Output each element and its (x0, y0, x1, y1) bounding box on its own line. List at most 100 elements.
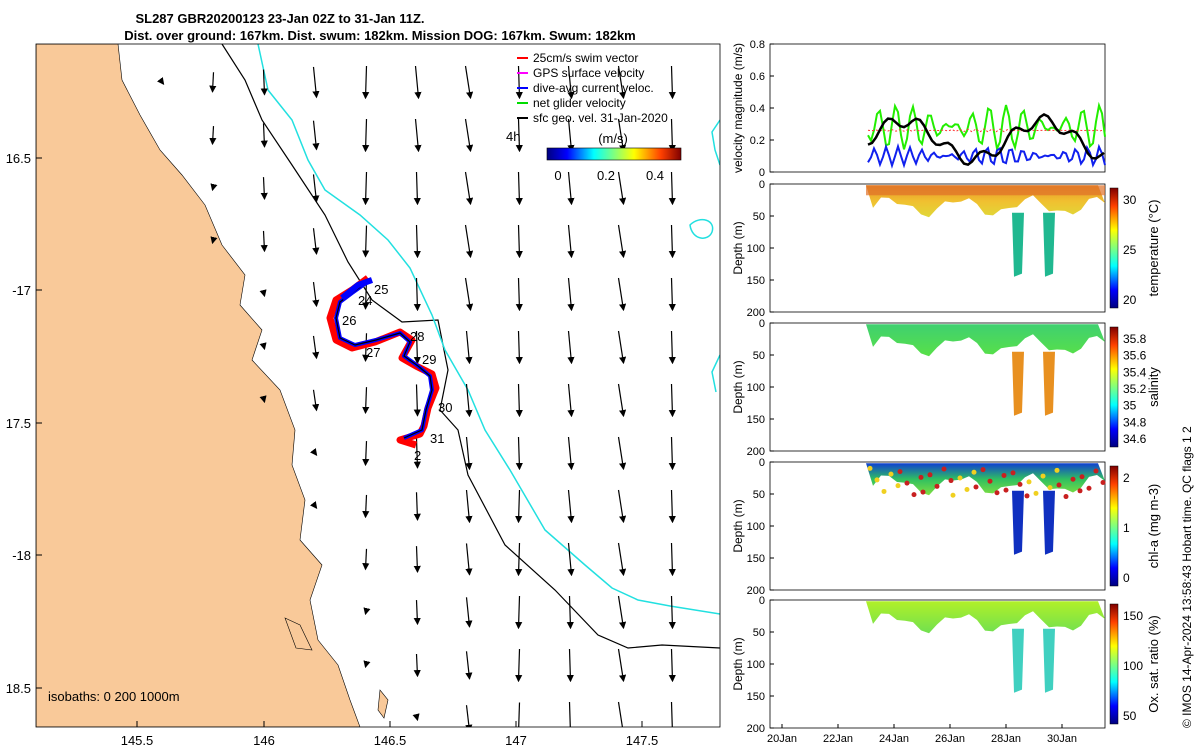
depth-tick: 50 (753, 350, 765, 362)
colorbar-tick: 35.2 (1123, 382, 1147, 396)
velocity-arrow (413, 384, 421, 417)
velocity-arrow (617, 330, 627, 365)
section-field (866, 324, 1105, 357)
velocity-arrow (668, 595, 676, 630)
velocity-ytick: 0.6 (750, 71, 765, 83)
velocity-arrow (362, 387, 370, 415)
colorbar-tick: 25 (1123, 243, 1137, 257)
day-label: 24 (358, 293, 372, 308)
velocity-arrow (312, 281, 320, 308)
chla-dot (1024, 493, 1030, 499)
velocity-arrow (464, 224, 474, 259)
velocity-arrow (515, 436, 523, 471)
geostrophic-velocity-arrows (157, 65, 676, 727)
velocity-arrow (465, 489, 473, 524)
chla-dot (1079, 474, 1085, 480)
salinity-label: salinity (1146, 367, 1161, 407)
depth-tick: 100 (747, 382, 765, 394)
depth-ylabel: Depth (m) (731, 221, 745, 274)
chla-dot (973, 484, 979, 490)
chla-dot (881, 488, 887, 494)
velocity-arrow (413, 492, 421, 521)
velocity-arrow (617, 436, 627, 471)
velocity-arrow (259, 395, 267, 404)
day-label: 2 (414, 448, 421, 463)
velocity-arrow (515, 65, 523, 100)
velocity-arrow (210, 236, 218, 245)
velocity-arrow (617, 383, 627, 418)
depth-ylabel: Depth (m) (731, 637, 745, 690)
latitude-ticks: 16.5 -17 17.5 -18 18.5 (6, 151, 42, 696)
velocity-arrow (515, 330, 523, 365)
velocity-arrow (465, 436, 473, 471)
colorbar-tick: 20 (1123, 293, 1137, 307)
velocity-arrow (464, 118, 474, 153)
deep-profile (1043, 351, 1055, 416)
velocity-arrow (362, 441, 370, 467)
speed-colorbar: (m/s) 0 0.2 0.4 (546, 131, 682, 183)
velocity-arrow (515, 383, 523, 418)
legend-label: dive-avg current veloc. (533, 81, 654, 95)
chla-dot (904, 480, 910, 486)
chla-dot (1054, 467, 1060, 473)
velocity-arrow (617, 595, 627, 630)
velocity-arrow (312, 335, 320, 360)
velocity-arrow (363, 660, 371, 669)
velocity-arrow (310, 448, 318, 456)
lat-tick-label: -18 (12, 548, 31, 563)
velocity-arrow (464, 65, 474, 100)
velocity-arrow (362, 65, 370, 100)
depth-tick: 200 (747, 585, 765, 597)
lon-tick-label: 146 (253, 733, 275, 748)
time-tick: 24Jan (879, 733, 909, 745)
velocity-ytick: 0.4 (750, 103, 765, 115)
velocity-arrow (515, 489, 523, 524)
velocity-arrow (515, 224, 523, 259)
velocity-arrow (567, 542, 575, 577)
island (284, 617, 313, 651)
salinity-section-panel: 0 50 100 150 200 Depth (m) 35.8 35.6 35.4 35.2 35 3… (731, 318, 1161, 458)
depth-tick: 150 (747, 275, 765, 287)
colorbar-tick: 150 (1123, 609, 1143, 623)
velocity-arrow (465, 651, 473, 680)
velocity-arrow (312, 389, 320, 412)
velocity-arrow (617, 489, 627, 524)
chla-dot (888, 471, 894, 477)
plot-title-line1: SL287 GBR20200123 23-Jan 02Z to 31-Jan 1… (135, 11, 425, 26)
depth-tick: 50 (753, 627, 765, 639)
velocity-arrow (465, 705, 473, 727)
chla-dot (867, 465, 873, 471)
colorbar-tick: 30 (1123, 193, 1137, 207)
velocity-arrow (668, 489, 676, 524)
chla-dot (1093, 468, 1099, 474)
velocity-arrow (210, 183, 218, 192)
isobath-200m (221, 44, 720, 649)
velocity-arrow (157, 77, 165, 85)
deep-profile (1012, 351, 1024, 416)
velocity-arrow (617, 542, 627, 577)
glider-track (326, 275, 440, 449)
depth-tick: 100 (747, 659, 765, 671)
chla-dot (1100, 479, 1106, 485)
time-tick: 30Jan (1047, 733, 1077, 745)
velocity-arrow (312, 174, 320, 203)
time-tick: 22Jan (823, 733, 853, 745)
velocity-arrow (362, 548, 370, 571)
velocity-ylabel: velocity magnitude (m/s) (731, 43, 745, 173)
time-tick: 26Jan (935, 733, 965, 745)
velocity-arrow (312, 66, 320, 99)
velocity-arrow (413, 438, 421, 469)
chla-dot (1001, 472, 1007, 478)
imos-credit: © IMOS 14-Apr-2024 13:58:43 Hobart time.… (1180, 426, 1194, 728)
stray-label: 4h (506, 129, 520, 144)
depth-tick: 200 (747, 307, 765, 319)
velocity-arrow (567, 224, 575, 259)
temperature-label: temperature (°C) (1146, 200, 1161, 297)
depth-tick: 0 (759, 457, 765, 469)
velocity-arrow (312, 120, 320, 151)
section-colorbar (1109, 603, 1119, 725)
depth-tick: 150 (747, 553, 765, 565)
velocity-arrow (566, 648, 574, 683)
